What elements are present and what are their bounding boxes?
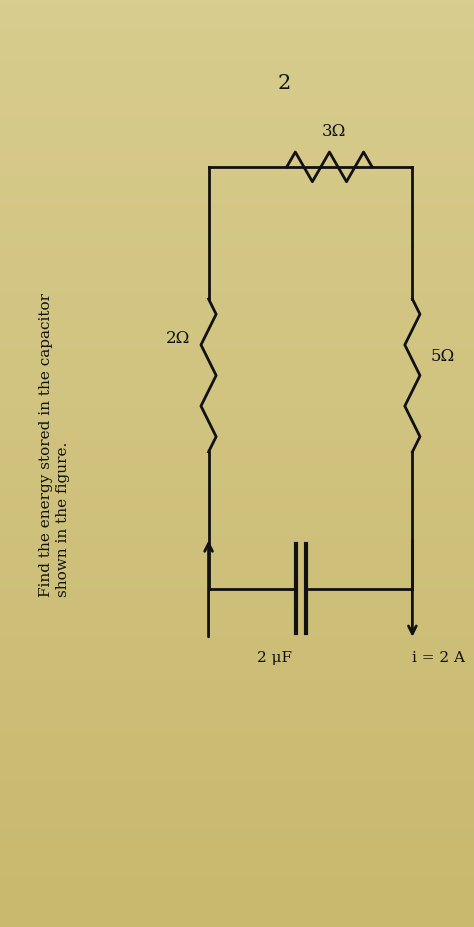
Text: 2Ω: 2Ω (165, 330, 190, 347)
Text: 3Ω: 3Ω (322, 123, 346, 140)
Text: Find the energy stored in the capacitor
shown in the figure.: Find the energy stored in the capacitor … (39, 293, 70, 597)
Text: 2: 2 (278, 74, 291, 93)
Text: i = 2 A: i = 2 A (412, 651, 465, 666)
Text: 5Ω: 5Ω (431, 349, 456, 365)
Text: 2 μF: 2 μF (257, 651, 292, 666)
